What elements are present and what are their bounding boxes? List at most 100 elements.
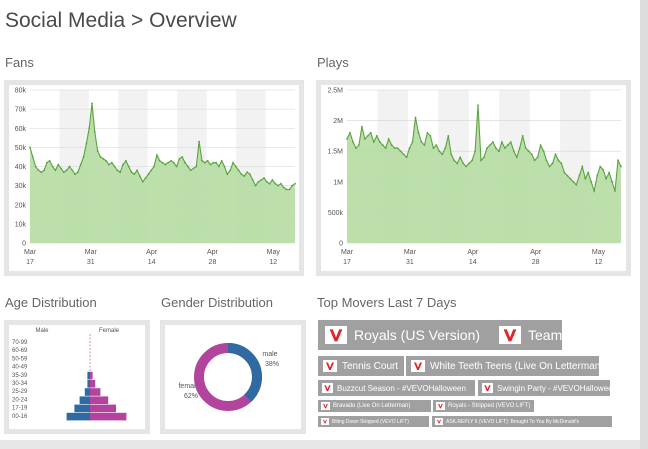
plays-point bbox=[498, 150, 500, 153]
gender-female-label: female bbox=[178, 383, 199, 390]
plays-point bbox=[450, 153, 453, 156]
plays-point bbox=[554, 153, 557, 156]
fans-point bbox=[277, 184, 279, 187]
plays-point bbox=[596, 174, 599, 177]
fans-y-tick-label: 10k bbox=[15, 221, 27, 228]
plays-point bbox=[501, 141, 503, 143]
fans-point bbox=[187, 165, 189, 168]
plays-point bbox=[387, 138, 390, 140]
fans-point bbox=[71, 169, 74, 172]
plays-point bbox=[352, 141, 354, 143]
gender-male-label: male bbox=[262, 351, 277, 358]
age-group-label: 20-24 bbox=[12, 397, 28, 403]
plays-point bbox=[462, 162, 465, 165]
plays-point bbox=[560, 162, 563, 165]
plays-point bbox=[539, 144, 542, 146]
fans-point bbox=[184, 161, 187, 164]
plays-x-tick-day: 17 bbox=[343, 259, 351, 266]
fans-point bbox=[170, 159, 172, 162]
plays-y-tick-label: 0 bbox=[339, 241, 343, 248]
fans-area bbox=[30, 103, 295, 244]
plays-point bbox=[602, 168, 604, 171]
plays-point bbox=[456, 162, 459, 165]
plays-point bbox=[617, 159, 619, 162]
fans-point bbox=[285, 188, 288, 191]
plays-point bbox=[557, 159, 560, 162]
plays-point bbox=[590, 180, 593, 183]
vevo-logo-icon bbox=[435, 418, 443, 425]
fans-point bbox=[249, 173, 251, 176]
fans-point bbox=[294, 182, 296, 185]
age-male-bar bbox=[87, 380, 90, 388]
fans-x-tick-month: Mar bbox=[85, 249, 98, 256]
fans-point bbox=[51, 165, 54, 168]
plays-point bbox=[408, 147, 411, 149]
fans-point bbox=[108, 163, 110, 166]
mover-tag-label: Swingin Party - #VEVOHalloween bbox=[497, 383, 610, 393]
plays-point bbox=[480, 159, 482, 162]
fans-point bbox=[206, 159, 209, 162]
fans-x-tick-day: 28 bbox=[209, 259, 217, 266]
mover-tag[interactable]: Bravado (Live On Letterman) bbox=[318, 400, 431, 412]
plays-point bbox=[393, 147, 396, 149]
age-female-bar bbox=[90, 396, 109, 404]
age-group-label: 00-16 bbox=[12, 414, 28, 420]
fans-point bbox=[254, 184, 257, 187]
mover-tag[interactable]: ASK.REPLY 6 (VEVO LIFT): Brought To You … bbox=[432, 416, 612, 427]
plays-point bbox=[366, 135, 369, 137]
mover-tag[interactable]: Swingin Party - #VEVOHalloween bbox=[478, 380, 610, 396]
plays-point bbox=[572, 180, 575, 183]
movers-section-title: Top Movers Last 7 Days bbox=[317, 295, 457, 310]
plays-point bbox=[548, 165, 551, 168]
plays-point bbox=[542, 150, 545, 153]
mover-tag-label: Tennis Court bbox=[342, 360, 399, 372]
plays-point bbox=[509, 141, 512, 143]
mover-tag[interactable]: Royals (US Version) bbox=[318, 320, 492, 350]
fans-y-tick-label: 0 bbox=[22, 241, 26, 248]
plays-x-tick-day: 28 bbox=[532, 259, 540, 266]
mover-tag[interactable]: Tennis Court bbox=[318, 356, 404, 376]
fans-point bbox=[156, 154, 158, 156]
plays-point bbox=[372, 141, 375, 143]
age-male-header: Male bbox=[35, 328, 49, 334]
plays-point bbox=[489, 144, 491, 146]
gender-female-pct: 62% bbox=[184, 393, 198, 400]
plays-area bbox=[347, 105, 621, 243]
plays-point bbox=[369, 131, 372, 134]
fans-point bbox=[125, 159, 127, 162]
plays-point bbox=[361, 125, 363, 128]
fans-y-tick-label: 60k bbox=[15, 126, 27, 133]
plays-y-tick-label: 2M bbox=[333, 118, 343, 125]
age-chart-panel: Male Female 70-99 60-69 50-59 40-49 35-39 30-34… bbox=[4, 320, 150, 434]
mover-tag[interactable]: Team bbox=[492, 320, 562, 350]
fans-point bbox=[274, 182, 277, 185]
plays-x-tick-day: 31 bbox=[406, 259, 414, 266]
fans-point bbox=[57, 163, 60, 166]
age-female-bar bbox=[90, 404, 116, 413]
page-title: Social Media > Overview bbox=[5, 9, 237, 32]
plays-point bbox=[512, 150, 515, 153]
age-female-bar bbox=[90, 380, 96, 388]
plays-point bbox=[515, 156, 518, 159]
mover-tag[interactable]: Buzzcut Season - #VEVOHalloween bbox=[318, 380, 475, 396]
fans-point bbox=[43, 169, 45, 172]
fans-point bbox=[74, 173, 76, 176]
mover-tag-label: Royals - Stripped (VEVO LIFT) bbox=[448, 403, 531, 409]
scrollbar-track[interactable] bbox=[640, 0, 648, 449]
mover-tag[interactable]: Royals - Stripped (VEVO LIFT) bbox=[433, 400, 534, 412]
fans-point bbox=[164, 163, 167, 166]
fans-point bbox=[82, 156, 85, 158]
fans-point bbox=[122, 163, 124, 166]
fans-point bbox=[96, 150, 99, 153]
age-female-bar bbox=[90, 412, 127, 421]
mover-tag[interactable]: Biting Down Stripped (VEVO LIFT) bbox=[318, 416, 429, 427]
fans-point bbox=[48, 159, 51, 162]
plays-point bbox=[551, 162, 554, 165]
fans-point bbox=[234, 165, 237, 168]
plays-point bbox=[530, 153, 533, 156]
mover-tag[interactable]: White Teeth Teens (Live On Letterman) bbox=[406, 356, 599, 376]
fans-point bbox=[237, 169, 240, 172]
plays-point bbox=[503, 147, 506, 149]
mover-tag-label: Royals (US Version) bbox=[354, 327, 481, 343]
fans-point bbox=[203, 161, 206, 164]
